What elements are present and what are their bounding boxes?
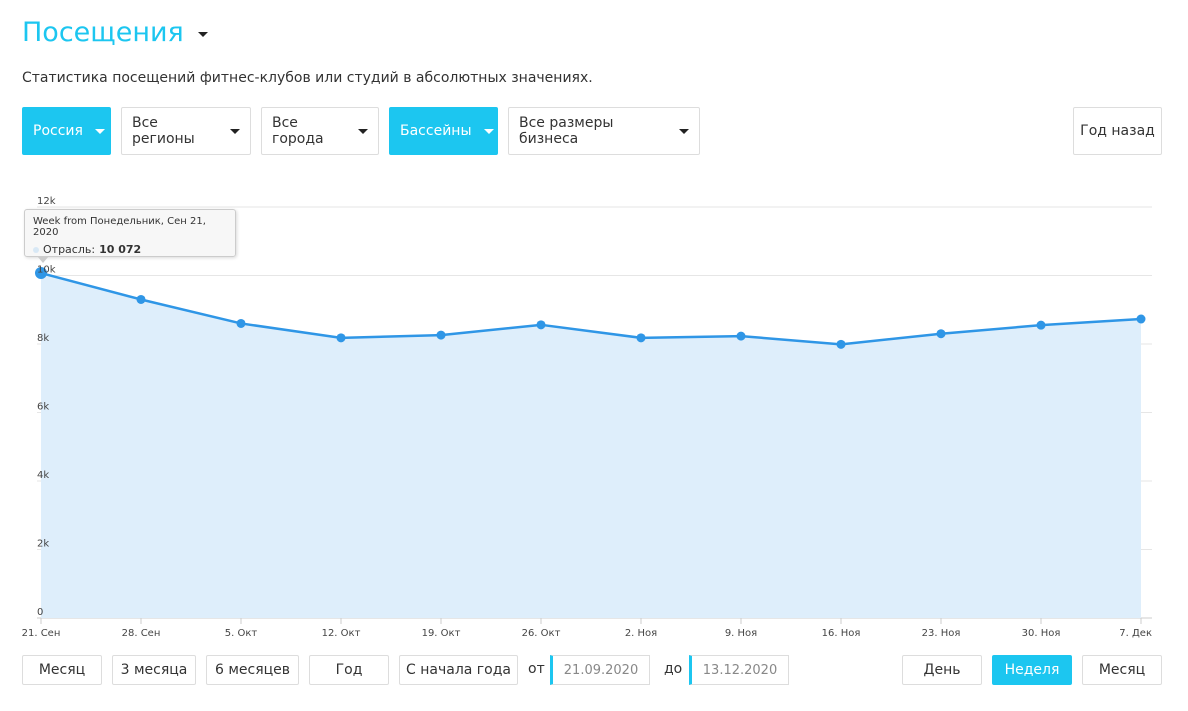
- region-dropdown[interactable]: Все регионы: [121, 107, 251, 155]
- visits-line: [40, 271, 1142, 346]
- data-point[interactable]: [336, 333, 346, 343]
- y-tick-label: 2k: [37, 539, 49, 550]
- x-tick-label: 26. Окт: [522, 628, 561, 639]
- city-dropdown[interactable]: Все города: [261, 107, 379, 155]
- range-month-button[interactable]: Месяц: [22, 655, 102, 685]
- x-tick-label: 7. Дек: [1119, 628, 1152, 639]
- series-dot-icon: [33, 246, 39, 253]
- date-to-label: до: [664, 661, 683, 677]
- data-point[interactable]: [936, 329, 946, 339]
- data-point[interactable]: [836, 339, 846, 349]
- date-to-input[interactable]: 13.12.2020: [689, 655, 789, 685]
- x-tick-label: 28. Сен: [122, 628, 161, 639]
- page-title[interactable]: Посещения: [22, 17, 208, 48]
- data-point[interactable]: [1136, 314, 1146, 324]
- data-point[interactable]: [35, 267, 47, 280]
- chart-tooltip: Week from Понедельник, Сен 21, 2020 Отра…: [24, 209, 236, 263]
- x-tick-label: 2. Ноя: [625, 628, 657, 639]
- data-point[interactable]: [636, 333, 646, 343]
- tooltip-value: 10 072: [99, 243, 142, 256]
- chevron-down-icon: [230, 128, 240, 134]
- page-title-text: Посещения: [22, 17, 184, 48]
- chevron-down-icon: [94, 128, 105, 134]
- x-tick-label: 16. Ноя: [822, 628, 861, 639]
- visits-area: [41, 273, 1141, 618]
- range-ytd-button[interactable]: С начала года: [399, 655, 518, 685]
- region-dropdown-label: Все регионы: [132, 115, 195, 147]
- x-tick-label: 19. Окт: [422, 628, 461, 639]
- chevron-down-icon: [358, 128, 368, 134]
- x-tick-label: 30. Ноя: [1022, 628, 1061, 639]
- visits-chart: 0 2k 4k 6k 8k 10k 12k 21. Сен 28. Сен 5. Окт 12. …: [22, 196, 1152, 639]
- size-dropdown-label: Все размеры бизнеса: [519, 115, 614, 147]
- x-tick-label: 23. Ноя: [922, 628, 961, 639]
- granularity-week-button[interactable]: Неделя: [992, 655, 1072, 685]
- type-dropdown-label: Бассейны: [400, 123, 472, 139]
- tooltip-pointer: [37, 256, 49, 263]
- chevron-down-icon: [679, 128, 689, 134]
- y-tick-label: 6k: [37, 402, 49, 413]
- visits-points: [35, 267, 1146, 349]
- y-tick-label: 4k: [37, 470, 49, 481]
- country-dropdown[interactable]: Россия: [22, 107, 111, 155]
- y-tick-label: 12k: [37, 196, 56, 207]
- data-point[interactable]: [1036, 320, 1046, 330]
- granularity-day-button[interactable]: День: [902, 655, 982, 685]
- date-from-input[interactable]: 21.09.2020: [550, 655, 650, 685]
- granularity-month-button[interactable]: Месяц: [1082, 655, 1162, 685]
- data-point[interactable]: [536, 320, 546, 330]
- country-dropdown-label: Россия: [33, 123, 83, 139]
- y-tick-label: 8k: [37, 333, 49, 344]
- data-point[interactable]: [436, 330, 446, 340]
- date-from-label: от: [528, 661, 545, 677]
- data-point[interactable]: [236, 318, 246, 328]
- city-dropdown-label: Все города: [272, 115, 324, 147]
- y-tick-label: 0: [37, 607, 43, 618]
- page-description: Статистика посещений фитнес-клубов или с…: [22, 70, 593, 86]
- range-3-months-button[interactable]: 3 месяца: [112, 655, 196, 685]
- x-tick-label: 5. Окт: [225, 628, 258, 639]
- range-6-months-button[interactable]: 6 месяцев: [206, 655, 299, 685]
- year-back-button[interactable]: Год назад: [1073, 107, 1162, 155]
- y-tick-label: 10k: [37, 265, 56, 276]
- x-tick-label: 12. Окт: [322, 628, 361, 639]
- data-point[interactable]: [736, 331, 746, 341]
- type-dropdown[interactable]: Бассейны: [389, 107, 498, 155]
- chevron-down-icon[interactable]: [197, 32, 208, 37]
- data-point[interactable]: [136, 294, 146, 304]
- x-tick-label: 9. Ноя: [725, 628, 757, 639]
- x-axis-labels: 21. Сен 28. Сен 5. Окт 12. Окт 19. Окт 26. Ок…: [22, 618, 1152, 639]
- x-tick-label: 21. Сен: [22, 628, 61, 639]
- range-year-button[interactable]: Год: [309, 655, 389, 685]
- y-axis-labels: 0 2k 4k 6k 8k 10k 12k: [37, 196, 56, 618]
- tooltip-series-label: Отрасль:: [43, 243, 96, 256]
- chevron-down-icon: [483, 128, 494, 134]
- size-dropdown[interactable]: Все размеры бизнеса: [508, 107, 700, 155]
- tooltip-title: Week from Понедельник, Сен 21, 2020: [33, 216, 206, 238]
